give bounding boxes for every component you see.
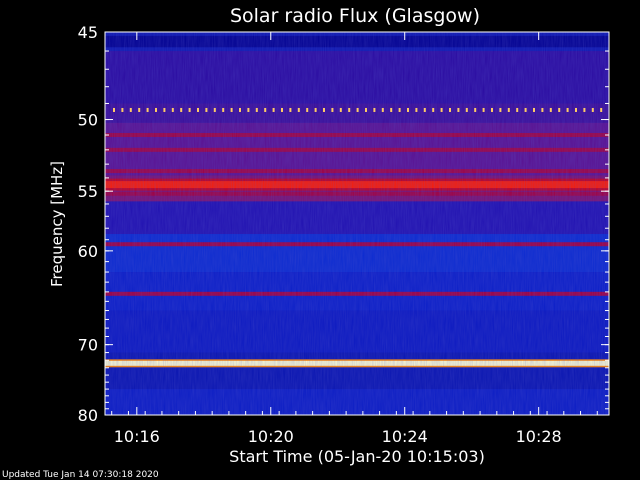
- interference-dot: [171, 107, 174, 112]
- interference-dot: [255, 107, 258, 112]
- interference-dot: [247, 107, 250, 112]
- interference-dot: [138, 107, 141, 112]
- interference-dot: [197, 107, 199, 112]
- interference-dot: [449, 107, 451, 112]
- interference-dot: [121, 107, 124, 112]
- interference-dot: [239, 107, 241, 112]
- interference-dot: [482, 107, 485, 112]
- chart-title: Solar radio Flux (Glasgow): [230, 5, 480, 27]
- interference-dot: [549, 107, 552, 112]
- interference-dot: [213, 107, 216, 112]
- x-axis-label: Start Time (05-Jan-20 10:15:03): [229, 447, 485, 466]
- interference-dot: [339, 107, 342, 112]
- interference-dot: [281, 107, 283, 112]
- y-axis: 45 50 55 60 70 80: [78, 23, 609, 425]
- y-tick-label: 50: [78, 111, 98, 130]
- interference-dot: [272, 107, 275, 112]
- interference-dot: [390, 107, 393, 112]
- interference-dot: [524, 107, 527, 112]
- interference-dot: [499, 107, 502, 112]
- x-axis: 10:16 10:20 10:24 10:28: [111, 32, 598, 446]
- interference-dot: [306, 107, 309, 112]
- interference-dot: [163, 107, 166, 112]
- interference-dot: [440, 107, 443, 112]
- x-tick-label: 10:20: [248, 427, 294, 446]
- interference-dot: [289, 107, 292, 112]
- interference-dot: [491, 107, 493, 112]
- interference-dot: [566, 107, 569, 112]
- interference-dot: [507, 107, 510, 112]
- interference-dot: [222, 107, 225, 112]
- interference-dot: [432, 107, 435, 112]
- interference-dot: [230, 107, 233, 112]
- interference-dot: [314, 107, 317, 112]
- interference-dot: [423, 107, 426, 112]
- interference-dot: [180, 107, 183, 112]
- interference-dot: [457, 107, 460, 112]
- interference-dot: [516, 107, 519, 112]
- interference-dot: [356, 107, 359, 112]
- interference-dot: [407, 107, 409, 112]
- interference-dot: [129, 107, 132, 112]
- interference-dot: [398, 107, 401, 112]
- dotted-interference-band: [113, 107, 603, 112]
- y-tick-label: 45: [78, 23, 98, 42]
- interference-dot: [205, 107, 208, 112]
- interference-dot: [264, 107, 267, 112]
- interference-dot: [533, 107, 535, 112]
- interference-dot: [155, 107, 157, 112]
- interference-dot: [583, 107, 586, 112]
- interference-dot: [558, 107, 561, 112]
- spectrogram-plot: [104, 31, 610, 416]
- interference-dot: [297, 107, 300, 112]
- interference-dot: [331, 107, 334, 112]
- interference-dot: [348, 107, 351, 112]
- x-tick-label: 10:24: [382, 427, 428, 446]
- interference-dot: [474, 107, 477, 112]
- interference-dot: [415, 107, 418, 112]
- y-tick-label: 70: [78, 336, 98, 355]
- x-tick-label: 10:16: [114, 427, 160, 446]
- interference-dot: [575, 107, 577, 112]
- x-tick-label: 10:28: [516, 427, 562, 446]
- interference-dot: [113, 107, 115, 112]
- interference-dot: [600, 107, 603, 112]
- interference-dot: [373, 107, 376, 112]
- y-tick-label: 55: [78, 182, 98, 201]
- interference-dot: [323, 107, 325, 112]
- update-timestamp: Updated Tue Jan 14 07:30:18 2020: [2, 470, 159, 480]
- interference-dot: [146, 107, 149, 112]
- interference-dot: [188, 107, 191, 112]
- y-axis-label: Frequency [MHz]: [48, 161, 66, 287]
- interference-dot: [365, 107, 367, 112]
- interference-dot: [381, 107, 384, 112]
- y-tick-label: 60: [78, 242, 98, 261]
- interference-dot: [541, 107, 544, 112]
- y-tick-label: 80: [78, 406, 98, 425]
- interference-dot: [465, 107, 468, 112]
- interference-dot: [591, 107, 594, 112]
